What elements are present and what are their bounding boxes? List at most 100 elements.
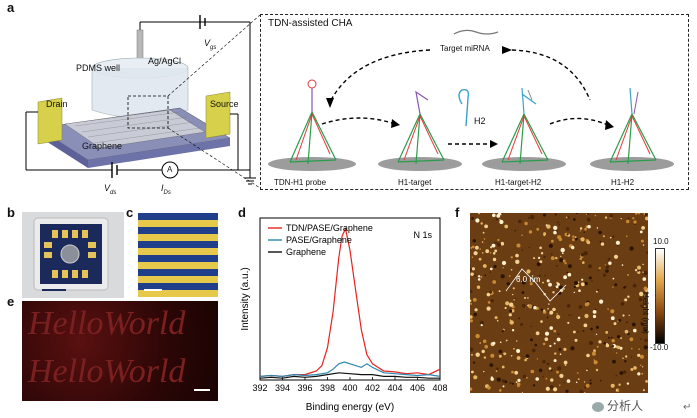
afm-grain bbox=[557, 366, 562, 371]
afm-grain bbox=[516, 356, 521, 360]
afm-grain bbox=[544, 274, 547, 277]
colorbar-max: 10.0 bbox=[653, 237, 669, 246]
afm-grain bbox=[498, 290, 501, 293]
afm-grain bbox=[608, 261, 612, 265]
afm-grain bbox=[616, 389, 618, 391]
afm-grain bbox=[480, 324, 483, 327]
afm-grain bbox=[492, 252, 496, 255]
afm-grain bbox=[644, 338, 648, 342]
afm-grain bbox=[490, 376, 493, 379]
height-colorbar bbox=[655, 248, 665, 344]
afm-grain bbox=[552, 307, 556, 312]
afm-grain bbox=[562, 259, 566, 263]
afm-grain bbox=[548, 243, 553, 248]
afm-grain bbox=[500, 274, 505, 279]
panel-b-label: b bbox=[7, 205, 15, 220]
ammeter-symbol: A bbox=[167, 165, 173, 174]
afm-grain bbox=[617, 320, 619, 322]
afm-grain bbox=[556, 370, 559, 374]
afm-grain bbox=[522, 374, 526, 378]
afm-grain bbox=[643, 213, 646, 215]
afm-grain bbox=[637, 265, 641, 270]
afm-grain bbox=[606, 343, 608, 345]
afm-grain bbox=[555, 256, 558, 260]
xps-chart: 392 394 396 398 400 402 404 406 408 Binding energ… bbox=[240, 217, 448, 413]
afm-grain bbox=[607, 308, 609, 310]
afm-grain bbox=[551, 239, 554, 243]
series-line-3 bbox=[259, 372, 440, 379]
afm-grain bbox=[470, 319, 473, 323]
afm-grain bbox=[624, 329, 629, 334]
afm-grain bbox=[583, 392, 586, 393]
afm-grain bbox=[550, 256, 555, 261]
afm-grain bbox=[642, 271, 644, 273]
x-tick-label: 396 bbox=[297, 383, 312, 393]
afm-grain bbox=[546, 362, 550, 366]
afm-grain bbox=[642, 277, 647, 281]
afm-grain bbox=[490, 353, 495, 358]
afm-grain bbox=[515, 381, 518, 383]
afm-grain bbox=[483, 356, 487, 359]
afm-grain bbox=[567, 321, 570, 324]
afm-grain bbox=[579, 238, 581, 240]
afm-grain bbox=[558, 223, 561, 226]
afm-grain bbox=[473, 361, 476, 364]
afm-grain bbox=[505, 339, 508, 342]
afm-grain bbox=[574, 338, 578, 342]
afm-grain bbox=[489, 271, 491, 273]
source-label: Source bbox=[210, 99, 239, 109]
afm-grain bbox=[477, 275, 481, 278]
x-tick-label: 400 bbox=[342, 383, 357, 393]
afm-grain bbox=[620, 218, 622, 220]
afm-grain bbox=[611, 344, 614, 348]
x-tick-label: 406 bbox=[410, 383, 425, 393]
afm-grain bbox=[643, 345, 648, 350]
legend-label: PASE/Graphene bbox=[286, 235, 352, 245]
afm-grain bbox=[626, 235, 628, 238]
afm-grain bbox=[512, 287, 515, 290]
afm-grain bbox=[644, 295, 646, 297]
afm-grain bbox=[577, 281, 580, 283]
afm-grain bbox=[502, 329, 505, 332]
afm-grain bbox=[600, 242, 605, 246]
afm-grain bbox=[620, 302, 625, 306]
afm-grain bbox=[483, 370, 485, 373]
afm-grain bbox=[549, 310, 554, 315]
afm-grain bbox=[540, 320, 543, 323]
afm-grain bbox=[626, 321, 628, 324]
afm-grain bbox=[516, 243, 521, 248]
afm-grain bbox=[510, 269, 513, 271]
afm-grain bbox=[596, 345, 599, 348]
afm-grain bbox=[509, 319, 512, 321]
afm-grain bbox=[509, 320, 514, 325]
afm-grain bbox=[637, 372, 641, 376]
x-tick-label: 402 bbox=[365, 383, 380, 393]
afm-grain bbox=[511, 382, 514, 385]
afm-grain bbox=[556, 221, 559, 224]
afm-grain bbox=[553, 230, 557, 235]
afm-grain bbox=[484, 224, 488, 229]
afm-grain bbox=[564, 232, 569, 237]
afm-grain bbox=[481, 252, 484, 254]
afm-grain bbox=[591, 351, 596, 356]
afm-grain bbox=[624, 360, 627, 363]
afm-grain bbox=[542, 342, 546, 346]
afm-grain bbox=[505, 301, 510, 306]
afm-grain bbox=[605, 269, 609, 273]
afm-grain bbox=[470, 299, 472, 302]
afm-grain bbox=[556, 313, 559, 315]
afm-grain bbox=[511, 329, 515, 332]
afm-grain bbox=[618, 318, 622, 322]
afm-grain bbox=[628, 314, 630, 316]
afm-grain bbox=[556, 265, 558, 267]
afm-grain bbox=[611, 339, 615, 343]
afm-grain bbox=[479, 342, 481, 344]
afm-grain bbox=[540, 252, 544, 255]
afm-grain bbox=[624, 285, 627, 288]
afm-grain bbox=[514, 230, 516, 232]
afm-grain bbox=[599, 380, 602, 382]
afm-grain bbox=[495, 217, 499, 221]
afm-grain bbox=[598, 270, 600, 272]
colorbar-title: Height (nm) bbox=[641, 292, 650, 334]
afm-grain bbox=[558, 285, 563, 290]
